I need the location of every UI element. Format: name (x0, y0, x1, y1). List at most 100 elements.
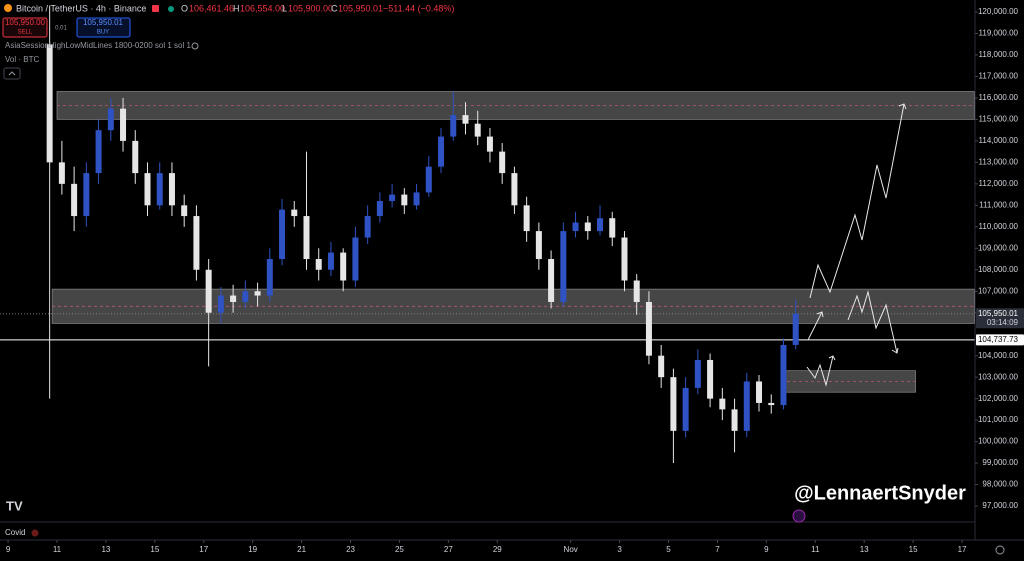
volume-label: Vol · BTC (5, 55, 39, 64)
x-tick-label: 17 (958, 545, 967, 554)
candle-body (670, 377, 677, 431)
candle-body (756, 381, 763, 403)
candle-body (217, 295, 224, 313)
candle-body (535, 231, 542, 260)
candle-body (303, 216, 310, 260)
y-tick-label: 101,000.00 (978, 415, 1019, 424)
price-label: 104,737.73 (978, 335, 1019, 344)
arrow-head (816, 311, 824, 318)
candle-body (95, 130, 102, 174)
y-tick-label: 108,000.00 (978, 265, 1019, 274)
candle-body (694, 359, 701, 388)
candle-body (462, 115, 469, 124)
x-tick-label: 7 (715, 545, 720, 554)
candle-body (46, 44, 53, 163)
candle-body (633, 280, 640, 302)
time-axis: 9 11 13 15 17 19 21 23 25 27 29 Nov 3 5 7 9 11 13 15 17 (6, 540, 967, 554)
header: Bitcoin / TetherUS · 4h · Binance O 106,… (2, 3, 454, 80)
x-tick-label: 13 (101, 545, 110, 554)
candle-body (291, 209, 298, 217)
x-tick-label: 15 (909, 545, 918, 554)
x-tick-label: 9 (6, 545, 11, 554)
candle-body (279, 209, 286, 260)
indicator: AsiaSessionHighLowMidLines 1800-0200 sol… (5, 41, 191, 50)
candle-body (254, 291, 261, 296)
candle-body (438, 136, 445, 167)
projection-path (847, 290, 898, 354)
candle-body (315, 259, 322, 270)
candle-body (144, 173, 151, 206)
x-tick-label: 11 (811, 545, 820, 554)
visibility-icon[interactable] (191, 42, 199, 50)
x-tick-label: 9 (764, 545, 769, 554)
candle-body (327, 252, 334, 270)
candle-body (120, 108, 127, 141)
buy-label[interactable]: BUY (97, 30, 109, 36)
candle-body (376, 201, 383, 217)
y-tick-label: 100,000.00 (978, 437, 1019, 446)
candle-body (389, 194, 396, 202)
projection-path (809, 103, 905, 299)
candle-body (486, 136, 493, 152)
y-tick-label: 116,000.00 (979, 93, 1019, 102)
y-tick-label: 97,000.00 (982, 501, 1018, 510)
price-lines (0, 313, 975, 341)
sell-price[interactable]: 105,950.00 (5, 18, 46, 27)
event-icon[interactable] (792, 509, 806, 523)
candle-body (474, 123, 481, 137)
y-tick-label: 107,000.00 (978, 286, 1019, 295)
candle-body (425, 166, 432, 193)
x-tick-label: 15 (150, 545, 159, 554)
y-tick-label: 118,000.00 (979, 50, 1019, 59)
candle-body (364, 216, 371, 238)
ohlc-c: 105,950.01 (338, 3, 383, 13)
candle-body (719, 398, 726, 410)
x-tick-label: 13 (860, 545, 869, 554)
candle-body (181, 205, 188, 217)
projection-path (807, 311, 823, 341)
y-tick-label: 111,000.00 (979, 200, 1018, 209)
x-tick-label: 11 (53, 545, 62, 554)
candle-body (792, 313, 799, 345)
change: −511.44 (−0.48%) (383, 3, 454, 13)
candle-body (401, 194, 408, 206)
candle-body (230, 295, 237, 302)
y-tick-label: 99,000.00 (982, 458, 1018, 467)
x-tick-label: Nov (564, 545, 578, 554)
candle-body (352, 237, 359, 281)
candle-body (548, 259, 555, 302)
candle-body (572, 222, 579, 232)
tv-logo: TV (6, 498, 23, 513)
symbol-icon (4, 4, 12, 12)
sell-button[interactable] (2, 17, 48, 38)
y-tick-label: 98,000.00 (982, 480, 1018, 489)
candle-body (609, 218, 616, 238)
footer-pane: Covid (5, 528, 25, 537)
y-tick-label: 115,000.00 (979, 115, 1019, 124)
x-tick-label: 21 (297, 545, 306, 554)
candle-body (340, 252, 347, 281)
ohlc-h-label: H (233, 3, 240, 13)
ohlc-l-label: L (282, 3, 287, 13)
sell-label[interactable]: SELL (18, 30, 33, 36)
price-label-box (976, 308, 1024, 329)
candle-body (205, 269, 212, 313)
candle-body (560, 231, 567, 302)
ohlc-o: 106,461.46 (189, 3, 234, 13)
candle-body (523, 205, 530, 232)
y-tick-label: 104,000.00 (978, 351, 1019, 360)
candle-body (83, 173, 90, 217)
candle-body (242, 291, 249, 302)
settings-icon[interactable] (995, 545, 1005, 555)
candle-body (193, 216, 200, 270)
price-label-box (976, 334, 1024, 346)
candle-body (266, 259, 273, 296)
candle-body (682, 387, 689, 431)
buy-button[interactable] (76, 17, 131, 38)
y-tick-label: 120,000.00 (978, 7, 1019, 16)
buy-price[interactable]: 105,950.01 (83, 18, 124, 27)
candle-body (450, 115, 457, 137)
candles (46, 5, 799, 464)
collapse-button[interactable] (3, 67, 21, 80)
